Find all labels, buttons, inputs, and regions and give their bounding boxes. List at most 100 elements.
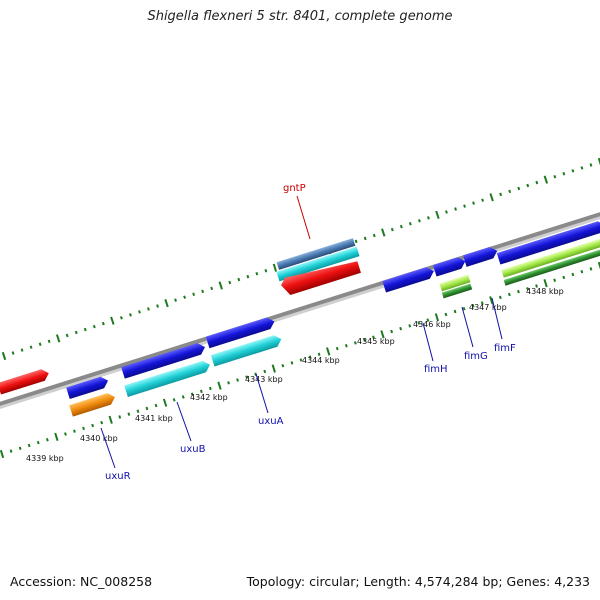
gene-fimF-forward[interactable]: [462, 245, 499, 267]
gene-label-uxuB[interactable]: uxuB: [180, 444, 206, 455]
upper-ring-tick: [255, 271, 259, 276]
upper-ring-tick: [147, 307, 150, 311]
upper-ring-tick: [571, 169, 575, 173]
lower-ring-tick: [263, 369, 267, 374]
upper-ring-tick: [408, 222, 412, 226]
upper-ring-tick: [38, 342, 42, 346]
gene-label-fimF[interactable]: fimF: [494, 343, 516, 354]
upper-ring-tick: [183, 295, 187, 299]
gene-gntP[interactable]: [279, 256, 361, 297]
upper-ring-tick: [237, 277, 241, 282]
upper-ring-tick: [1, 351, 7, 361]
lower-ring-tick: [181, 395, 185, 399]
lower-ring-tick: [372, 335, 375, 339]
gene-gntP-cyan[interactable]: [276, 246, 360, 282]
lower-tick-ring: [0, 261, 600, 459]
lower-ring-tick: [18, 446, 22, 451]
gene-label-uxuA[interactable]: uxuA: [258, 416, 284, 427]
upper-ring-tick: [246, 274, 250, 279]
lower-ring-tick: [553, 278, 557, 282]
gene-uxuA[interactable]: [210, 333, 283, 367]
fimF-leader: [491, 297, 503, 340]
lower-ring-tick: [498, 295, 502, 300]
lower-ring-tick: [227, 381, 230, 385]
lower-ring-tick: [154, 403, 158, 408]
lower-ring-tick: [335, 346, 339, 351]
gene-gntP-steel[interactable]: [276, 238, 356, 270]
lower-ring-tick: [597, 261, 600, 270]
topology-text: Topology: circular; Length: 4,574,284 bp…: [246, 574, 590, 589]
lower-ring-tick: [399, 326, 403, 331]
lower-ring-tick: [208, 386, 212, 391]
lower-ring-tick: [54, 432, 59, 442]
kbp-label-4341: 4341 kbp: [135, 414, 173, 423]
lower-ring-tick: [317, 352, 321, 357]
lower-ring-tick: [571, 272, 575, 277]
upper-ring-tick: [489, 193, 494, 202]
lower-ring-tick: [91, 423, 95, 428]
gene-uxuB-forward[interactable]: [121, 341, 207, 379]
lower-ring-tick: [444, 312, 448, 317]
lower-ring-tick: [462, 307, 466, 311]
gene-label-uxuR[interactable]: uxuR: [105, 471, 131, 482]
gene-red-left[interactable]: [0, 367, 51, 395]
lower-ring-tick: [507, 292, 511, 297]
gene-uxuA-forward[interactable]: [205, 316, 276, 349]
lower-ring-tick: [417, 321, 421, 325]
upper-ring-tick: [138, 310, 141, 314]
gene-fimG-dark[interactable]: [441, 283, 473, 299]
uxuR-leader: [100, 427, 116, 469]
lower-ring-tick: [162, 398, 168, 407]
gene-fimF-dark[interactable]: [503, 246, 600, 286]
upper-ring-tick: [101, 321, 105, 326]
lower-ring-tick: [580, 269, 584, 274]
upper-ring-tick: [363, 236, 367, 241]
upper-ring-tick: [272, 263, 278, 272]
lower-ring-tick: [236, 378, 239, 382]
upper-ring-tick: [399, 224, 403, 229]
kbp-label-4345: 4345 kbp: [357, 337, 395, 346]
upper-ring-tick: [156, 304, 159, 308]
gene-fimH[interactable]: [382, 265, 435, 293]
lower-ring-tick: [136, 409, 140, 413]
gene-uxuR-forward[interactable]: [66, 375, 110, 400]
gene-fimG[interactable]: [439, 274, 471, 292]
lower-ring-tick: [390, 329, 394, 334]
lower-ring-tick: [100, 420, 104, 425]
upper-ring-tick: [29, 345, 33, 349]
lower-ring-tick: [426, 318, 430, 322]
lower-ring-tick: [480, 301, 484, 305]
lower-ring-tick: [517, 289, 520, 294]
gene-label-fimG[interactable]: fimG: [464, 351, 488, 362]
lower-ring-tick: [326, 347, 331, 356]
lower-ring-tick: [271, 364, 276, 373]
kbp-label-4342: 4342 kbp: [190, 393, 228, 402]
upper-ring-tick: [228, 280, 232, 285]
accession-text: Accession: NC_008258: [10, 574, 153, 589]
lower-ring-tick: [434, 313, 440, 322]
upper-ring-tick: [372, 233, 376, 238]
gene-fimF-light[interactable]: [501, 236, 600, 278]
upper-ring-tick: [390, 227, 394, 232]
upper-ring-tick: [499, 192, 503, 197]
gene-uxuB[interactable]: [124, 359, 212, 397]
upper-ring-tick: [417, 219, 421, 223]
gene-fimF[interactable]: [496, 219, 600, 265]
upper-ring-tick: [427, 216, 430, 220]
lower-ring-tick: [543, 278, 548, 288]
upper-ring-tick: [517, 186, 521, 191]
upper-ring-tick: [526, 183, 530, 188]
lower-ring-tick: [108, 415, 113, 424]
upper-ring-tick: [119, 316, 123, 320]
lower-ring-tick: [82, 426, 85, 431]
lower-ring-tick: [471, 304, 475, 308]
gene-fimG-forward[interactable]: [432, 255, 467, 277]
gene-label-fimH[interactable]: fimH: [424, 364, 448, 375]
lower-ring-tick: [45, 438, 49, 442]
gene-label-gntP[interactable]: gntP: [283, 183, 306, 194]
lower-ring-tick: [290, 361, 294, 365]
gene-uxuR[interactable]: [69, 391, 116, 417]
upper-ring-tick: [164, 298, 169, 308]
upper-ring-tick: [92, 324, 96, 329]
